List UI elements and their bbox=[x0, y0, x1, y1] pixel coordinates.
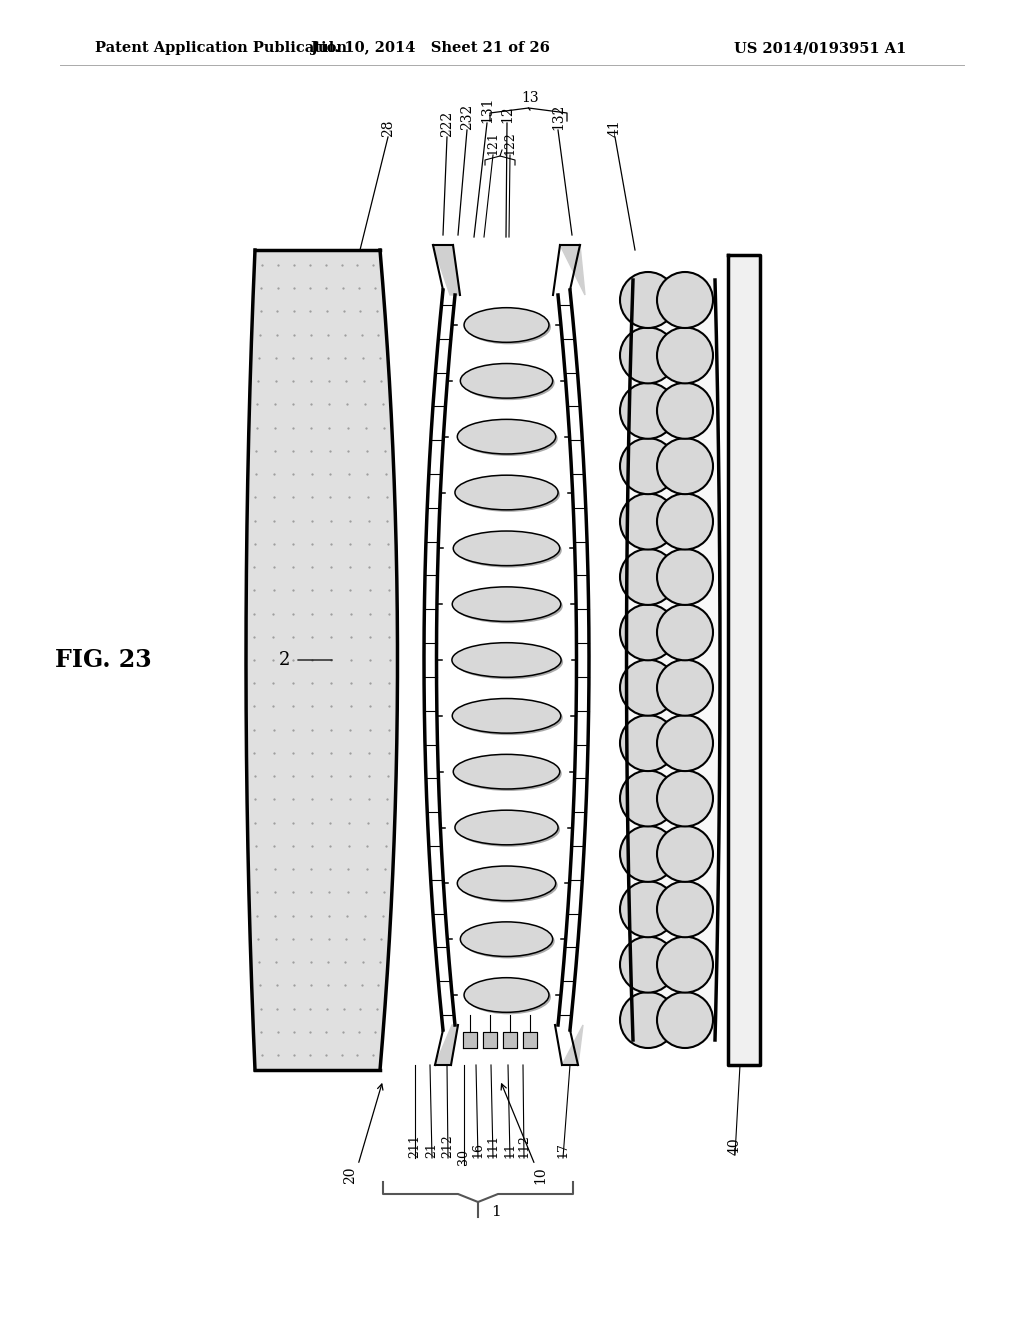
Circle shape bbox=[657, 605, 713, 660]
Ellipse shape bbox=[461, 921, 553, 957]
Circle shape bbox=[657, 660, 713, 715]
Circle shape bbox=[620, 272, 676, 327]
Circle shape bbox=[657, 494, 713, 549]
Polygon shape bbox=[483, 1032, 497, 1048]
Text: 122: 122 bbox=[504, 131, 516, 154]
Text: 13: 13 bbox=[521, 91, 539, 106]
Text: 28: 28 bbox=[381, 120, 395, 137]
Ellipse shape bbox=[460, 869, 558, 903]
Ellipse shape bbox=[464, 978, 549, 1012]
Circle shape bbox=[657, 771, 713, 826]
Circle shape bbox=[657, 882, 713, 937]
Circle shape bbox=[620, 993, 676, 1048]
Text: 2: 2 bbox=[280, 651, 291, 669]
Ellipse shape bbox=[453, 587, 561, 622]
Text: 11: 11 bbox=[504, 1142, 516, 1158]
Ellipse shape bbox=[454, 531, 560, 566]
Polygon shape bbox=[728, 255, 760, 1065]
Ellipse shape bbox=[466, 979, 551, 1014]
Circle shape bbox=[620, 937, 676, 993]
Text: 1: 1 bbox=[492, 1205, 501, 1218]
Ellipse shape bbox=[455, 475, 558, 510]
Circle shape bbox=[620, 549, 676, 605]
Text: Patent Application Publication: Patent Application Publication bbox=[95, 41, 347, 55]
Polygon shape bbox=[433, 246, 460, 294]
Polygon shape bbox=[435, 1026, 458, 1065]
Circle shape bbox=[620, 826, 676, 882]
Ellipse shape bbox=[460, 421, 558, 455]
Ellipse shape bbox=[458, 866, 556, 900]
Circle shape bbox=[620, 771, 676, 826]
Ellipse shape bbox=[463, 366, 555, 400]
Polygon shape bbox=[246, 249, 397, 1071]
Circle shape bbox=[620, 494, 676, 549]
Ellipse shape bbox=[457, 478, 560, 512]
Ellipse shape bbox=[452, 643, 561, 677]
Text: 212: 212 bbox=[441, 1134, 455, 1158]
Text: 111: 111 bbox=[486, 1134, 500, 1158]
Ellipse shape bbox=[466, 310, 551, 345]
Text: 121: 121 bbox=[486, 131, 500, 154]
Polygon shape bbox=[503, 1032, 517, 1048]
Polygon shape bbox=[627, 280, 720, 1040]
Circle shape bbox=[657, 993, 713, 1048]
Text: 112: 112 bbox=[517, 1134, 530, 1158]
Ellipse shape bbox=[458, 420, 556, 454]
Circle shape bbox=[657, 383, 713, 438]
Ellipse shape bbox=[456, 533, 562, 568]
Text: 222: 222 bbox=[440, 111, 454, 137]
Circle shape bbox=[620, 882, 676, 937]
Polygon shape bbox=[436, 294, 577, 1026]
Circle shape bbox=[657, 826, 713, 882]
Text: 40: 40 bbox=[728, 1138, 742, 1155]
Ellipse shape bbox=[455, 810, 558, 845]
Text: 211: 211 bbox=[409, 1134, 422, 1158]
Text: 21: 21 bbox=[426, 1142, 438, 1158]
Text: 232: 232 bbox=[460, 104, 474, 129]
Polygon shape bbox=[562, 1026, 583, 1065]
Text: 41: 41 bbox=[608, 119, 622, 137]
Text: 17: 17 bbox=[556, 1142, 569, 1158]
Text: FIG. 23: FIG. 23 bbox=[54, 648, 152, 672]
Circle shape bbox=[620, 715, 676, 771]
Polygon shape bbox=[523, 1032, 537, 1048]
Text: Jul. 10, 2014   Sheet 21 of 26: Jul. 10, 2014 Sheet 21 of 26 bbox=[310, 41, 550, 55]
Ellipse shape bbox=[455, 701, 563, 735]
Polygon shape bbox=[463, 1032, 477, 1048]
Ellipse shape bbox=[464, 308, 549, 342]
Circle shape bbox=[620, 383, 676, 438]
Text: 131: 131 bbox=[480, 96, 494, 123]
Circle shape bbox=[620, 438, 676, 494]
Circle shape bbox=[620, 605, 676, 660]
Text: 10: 10 bbox=[534, 1166, 547, 1184]
Circle shape bbox=[657, 937, 713, 993]
Circle shape bbox=[657, 549, 713, 605]
Text: 16: 16 bbox=[471, 1142, 484, 1158]
Text: US 2014/0193951 A1: US 2014/0193951 A1 bbox=[734, 41, 906, 55]
Text: 132: 132 bbox=[551, 104, 565, 129]
Circle shape bbox=[620, 327, 676, 383]
Ellipse shape bbox=[456, 756, 562, 791]
Ellipse shape bbox=[457, 812, 560, 847]
Ellipse shape bbox=[453, 698, 561, 733]
Circle shape bbox=[620, 660, 676, 715]
Circle shape bbox=[657, 438, 713, 494]
Ellipse shape bbox=[463, 924, 555, 958]
Text: 12: 12 bbox=[500, 106, 514, 123]
Ellipse shape bbox=[454, 644, 563, 680]
Polygon shape bbox=[560, 246, 585, 294]
Text: 20: 20 bbox=[343, 1167, 357, 1184]
Ellipse shape bbox=[455, 589, 563, 623]
Ellipse shape bbox=[454, 754, 560, 789]
Circle shape bbox=[657, 327, 713, 383]
Circle shape bbox=[657, 272, 713, 327]
Text: 30: 30 bbox=[458, 1148, 470, 1166]
Circle shape bbox=[657, 715, 713, 771]
Ellipse shape bbox=[461, 363, 553, 399]
